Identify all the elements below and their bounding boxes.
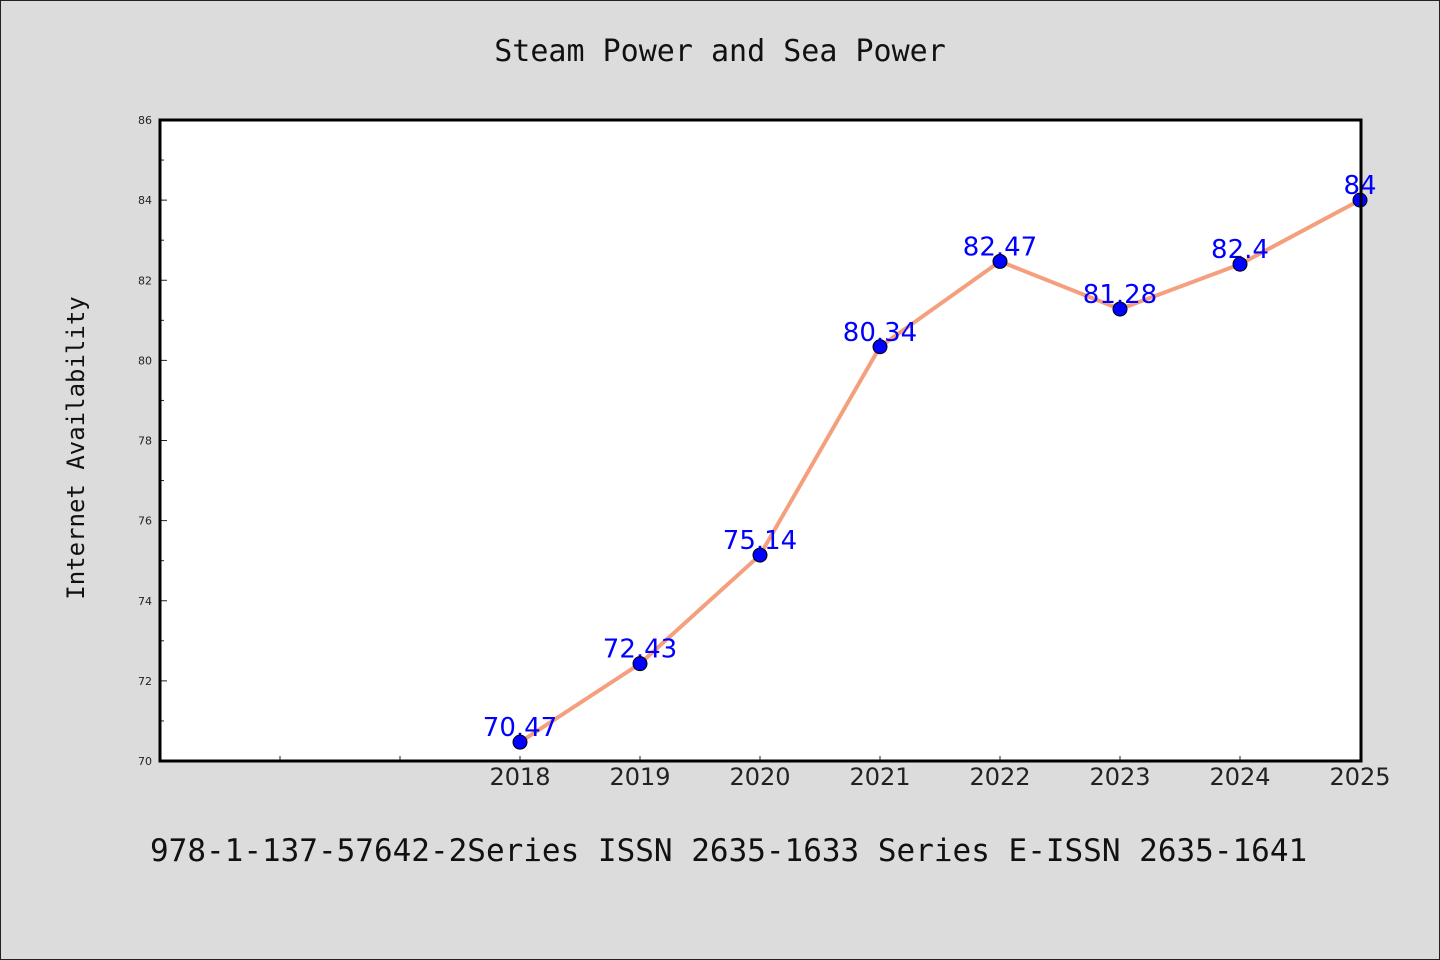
y-tick-label: 80	[138, 354, 152, 367]
y-tick-label: 74	[138, 595, 152, 608]
x-tick-label: 2024	[1209, 763, 1270, 791]
x-tick-label: 2019	[609, 763, 670, 791]
y-tick-label: 84	[138, 194, 152, 207]
data-point	[512, 734, 528, 750]
x-tick-label: 2020	[729, 763, 790, 791]
data-point	[632, 656, 648, 672]
x-tick-label: 2022	[969, 763, 1030, 791]
data-point	[1112, 301, 1128, 317]
series-line	[518, 198, 1361, 744]
y-tick-label: 78	[138, 435, 152, 448]
data-point	[752, 547, 768, 563]
y-tick-label: 86	[138, 114, 152, 127]
y-tick-label: 82	[138, 274, 152, 287]
plot-area	[160, 120, 1361, 761]
x-tick-label: 2018	[489, 763, 550, 791]
data-point	[872, 339, 888, 355]
data-point	[1232, 256, 1248, 272]
data-point	[992, 253, 1008, 269]
plot-border	[158, 118, 1363, 763]
chart-title: Steam Power and Sea Power	[494, 34, 946, 69]
y-tick-label: 72	[138, 675, 152, 688]
footer-isbn-text: 978-1-137-57642-2Series ISSN 2635-1633 S…	[150, 833, 1308, 869]
x-tick-label: 2023	[1089, 763, 1150, 791]
y-tick-label: 70	[138, 755, 152, 768]
x-tick-label: 2025	[1329, 763, 1390, 791]
y-tick-label: 76	[138, 515, 152, 528]
x-tick-label: 2021	[849, 763, 910, 791]
